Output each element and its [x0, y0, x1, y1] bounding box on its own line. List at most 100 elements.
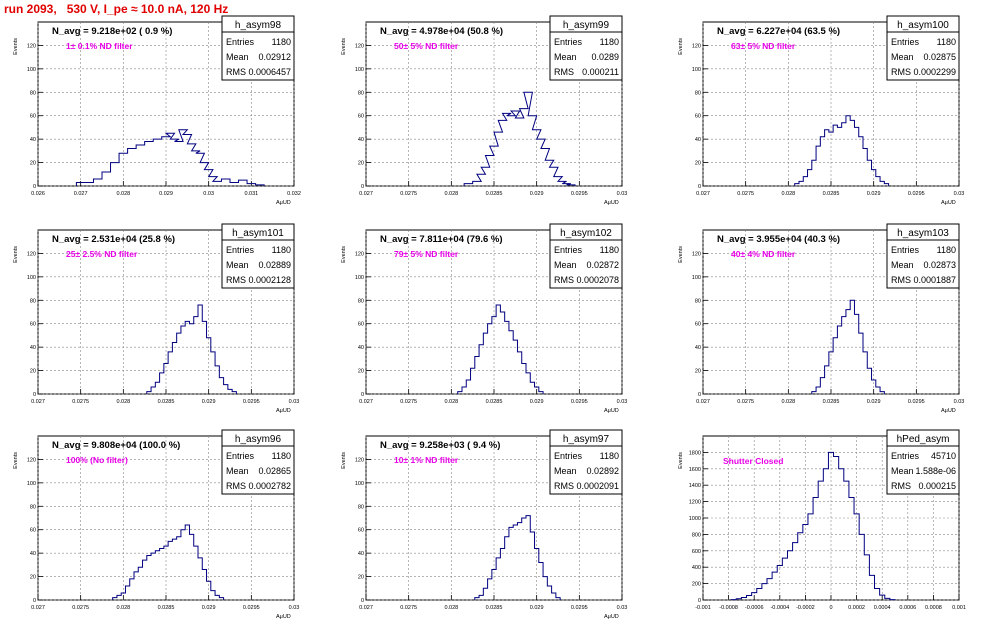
stats-box	[221, 223, 295, 289]
y-tick-label: 40	[30, 137, 36, 143]
y-tick-label: 20	[358, 161, 364, 167]
y-tick-label: 20	[358, 575, 364, 581]
stat-label: RMS	[891, 481, 911, 491]
stat-label: Mean	[891, 260, 914, 270]
x-tick-label: 0.028	[444, 605, 458, 611]
y-axis-label: Events	[13, 246, 19, 263]
stat-value: 1180	[272, 245, 291, 255]
x-tick-label: 0.001	[952, 605, 966, 611]
x-tick-label: 0.03	[954, 399, 965, 405]
x-axis-label: AμUD	[604, 614, 619, 620]
y-axis-label: Events	[13, 38, 19, 55]
y-tick-label: 80	[695, 298, 701, 304]
x-tick-label: 0.0275	[400, 605, 417, 611]
navg-label: N_avg = 9.218e+02 ( 0.9 %)	[52, 26, 172, 37]
stat-label: RMS	[891, 67, 911, 77]
y-tick-label: 100	[355, 481, 364, 487]
stat-label: RMS	[226, 67, 246, 77]
y-tick-label: 20	[695, 369, 701, 375]
histogram-panel-h_asym97: 0.027 0.0275 0.028 0.0285 0.029 0.0295 0.03 0 20…	[341, 429, 627, 620]
y-tick-label: 20	[695, 161, 701, 167]
x-tick-label: 0.0285	[486, 605, 503, 611]
run-title: run 2093, 530 V, I_pe ≈ 10.0 nA, 120 Hz	[4, 2, 229, 16]
y-tick-label: 120	[692, 43, 701, 49]
x-tick-label: 0.0285	[158, 605, 175, 611]
x-tick-label: 0.028	[444, 399, 458, 405]
x-tick-label: 0.027	[696, 399, 710, 405]
y-tick-label: 0	[698, 392, 701, 398]
y-tick-label: 60	[358, 528, 364, 534]
stat-value: 1180	[937, 37, 956, 47]
y-tick-label: 80	[358, 298, 364, 304]
y-tick-label: 40	[30, 345, 36, 351]
stat-label: RMS	[554, 275, 574, 285]
hist-name: h_asym103	[897, 228, 949, 239]
x-tick-label: 0.03	[617, 191, 628, 197]
stat-value: 0.0002091	[576, 481, 619, 491]
stats-box	[221, 429, 295, 495]
stat-label: Mean	[226, 466, 249, 476]
y-tick-label: 20	[30, 575, 36, 581]
y-tick-label: 40	[358, 137, 364, 143]
x-tick-label: 0.027	[31, 605, 45, 611]
stat-label: Entries	[554, 451, 583, 461]
y-tick-label: 200	[692, 582, 701, 588]
histogram-line	[730, 451, 896, 601]
stat-label: Entries	[226, 245, 255, 255]
stats-box	[886, 223, 960, 289]
y-axis-label: Events	[13, 452, 19, 469]
x-axis-label: AμUD	[276, 200, 291, 206]
x-tick-label: 0.0285	[486, 191, 503, 197]
x-tick-label: 0.0275	[737, 399, 754, 405]
stat-label: Mean	[554, 466, 577, 476]
stat-label: Entries	[891, 37, 920, 47]
x-tick-label: 0	[829, 605, 832, 611]
y-tick-label: 400	[692, 565, 701, 571]
y-tick-label: 20	[30, 369, 36, 375]
y-tick-label: 120	[27, 43, 36, 49]
stat-value: 1180	[600, 451, 619, 461]
y-tick-label: 80	[358, 504, 364, 510]
hist-name: h_asym100	[897, 20, 949, 31]
stat-label: Mean	[891, 52, 914, 62]
x-tick-label: 0.0004	[874, 605, 891, 611]
y-axis-label: Events	[341, 38, 347, 55]
x-tick-label: 0.0008	[925, 605, 942, 611]
x-tick-label: -0.001	[695, 605, 711, 611]
stats-box	[221, 15, 295, 81]
stat-value: 0.0002299	[913, 67, 956, 77]
stat-value: 0.0002128	[248, 275, 291, 285]
y-tick-label: 0	[698, 184, 701, 190]
filter-note: 40± 4% ND filter	[731, 249, 796, 259]
y-tick-label: 60	[358, 322, 364, 328]
x-tick-label: 0.0295	[571, 399, 588, 405]
x-tick-label: 0.027	[359, 399, 373, 405]
stat-value: 0.02872	[586, 260, 619, 270]
x-tick-label: 0.029	[530, 191, 544, 197]
stat-label: Entries	[554, 37, 583, 47]
stat-value: 0.02865	[258, 466, 291, 476]
stat-label: Mean	[554, 52, 577, 62]
histogram-panel-h_asym98: 0.026 0.027 0.028 0.029 0.03 0.031 0.032 0 20 40 6…	[13, 15, 301, 206]
x-tick-label: 0.032	[287, 191, 301, 197]
hist-name: h_asym97	[563, 434, 610, 445]
x-tick-label: 0.03	[203, 191, 214, 197]
stat-value: 0.000215	[918, 481, 956, 491]
y-tick-label: 20	[30, 161, 36, 167]
y-tick-label: 800	[692, 532, 701, 538]
y-tick-label: 80	[30, 504, 36, 510]
y-tick-label: 0	[361, 392, 364, 398]
stat-label: RMS	[226, 481, 246, 491]
x-axis-label: AμUD	[604, 200, 619, 206]
x-tick-label: 0.03	[954, 191, 965, 197]
y-tick-label: 1800	[689, 450, 701, 456]
y-tick-label: 120	[27, 457, 36, 463]
histogram-panel-h_asym99: 0.027 0.0275 0.028 0.0285 0.029 0.0295 0.03 0 20…	[341, 15, 628, 206]
y-tick-label: 1000	[689, 516, 701, 522]
x-tick-label: 0.0006	[899, 605, 916, 611]
x-tick-label: 0.0275	[72, 605, 89, 611]
histogram-panel-h_asym102: 0.027 0.0275 0.028 0.0285 0.029 0.0295 0.03 0 20…	[341, 223, 627, 414]
stat-value: 1180	[937, 245, 956, 255]
x-tick-label: 0.0295	[908, 191, 925, 197]
